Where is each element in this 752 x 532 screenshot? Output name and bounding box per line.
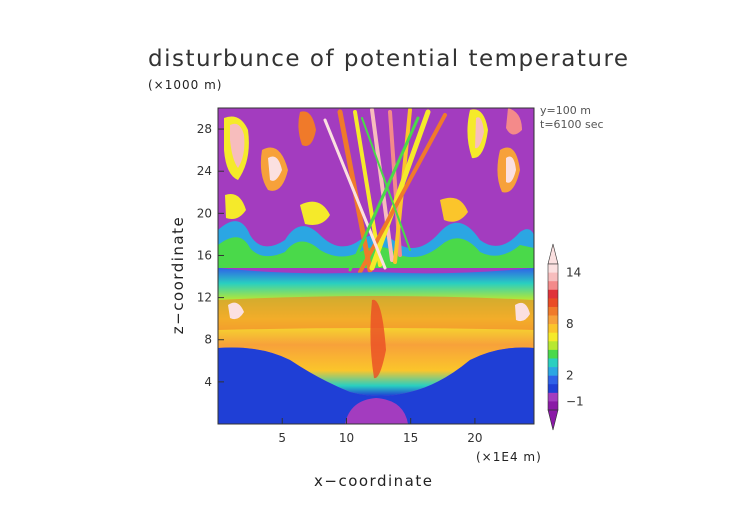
y-tick-label: 16 xyxy=(197,248,212,262)
colorbar-segment xyxy=(548,341,558,351)
y-tick-label: 24 xyxy=(197,164,212,178)
colorbar-segment xyxy=(548,324,558,334)
y-tick-label: 20 xyxy=(197,206,212,220)
colorbar-label: −1 xyxy=(566,394,584,408)
colorbar-max-triangle xyxy=(547,243,559,265)
plot-frame xyxy=(217,107,535,425)
colorbar-segment xyxy=(548,332,558,342)
x-axis-label: x−coordinate xyxy=(314,472,434,490)
colorbar-segment xyxy=(548,392,558,402)
x-tick-label: 5 xyxy=(278,431,286,445)
colorbar-segment xyxy=(548,375,558,385)
info-t: t=6100 sec xyxy=(540,118,604,131)
x-ticks: 5 10 15 20 xyxy=(278,418,483,445)
colorbar-label: 2 xyxy=(566,369,574,383)
colorbar-segment xyxy=(548,272,558,282)
x-tick-label: 15 xyxy=(403,431,418,445)
colorbar: −1 2 8 14 xyxy=(547,243,584,431)
colorbar-label: 8 xyxy=(566,317,574,331)
colorbar-segment xyxy=(548,358,558,368)
x-tick-label: 20 xyxy=(467,431,482,445)
colorbar-segment xyxy=(548,315,558,325)
y-tick-label: 12 xyxy=(197,291,212,305)
central-plumes xyxy=(323,108,447,274)
colorbar-segment xyxy=(548,264,558,273)
colorbar-segment xyxy=(548,349,558,359)
colorbar-segment xyxy=(548,289,558,299)
colorbar-label: 14 xyxy=(566,266,581,280)
y-ticks: 4 8 12 16 20 24 28 xyxy=(197,122,224,389)
colorbar-segment xyxy=(548,401,558,411)
surface-bump xyxy=(345,398,408,424)
x-unit-label: (×1E4 m) xyxy=(476,450,542,464)
colorbar-segment xyxy=(548,298,558,308)
field-plot xyxy=(218,108,534,424)
colorbar-segment xyxy=(548,384,558,394)
info-y: y=100 m xyxy=(540,104,591,117)
colorbar-segment xyxy=(548,281,558,291)
colorbar-segment xyxy=(548,306,558,316)
colorbar-segment xyxy=(548,367,558,376)
y-unit-label: (×1000 m) xyxy=(148,78,223,92)
y-tick-label: 8 xyxy=(204,333,212,347)
colorbar-min-triangle xyxy=(547,409,559,431)
x-tick-label: 10 xyxy=(339,431,354,445)
colorbar-frame xyxy=(547,263,559,411)
y-tick-label: 28 xyxy=(197,122,212,136)
lower-layer xyxy=(218,347,534,424)
chart-title: disturbunce of potential temperature xyxy=(148,46,630,72)
y-tick-label: 4 xyxy=(204,375,212,389)
y-axis-label: z−coordinate xyxy=(169,215,187,335)
